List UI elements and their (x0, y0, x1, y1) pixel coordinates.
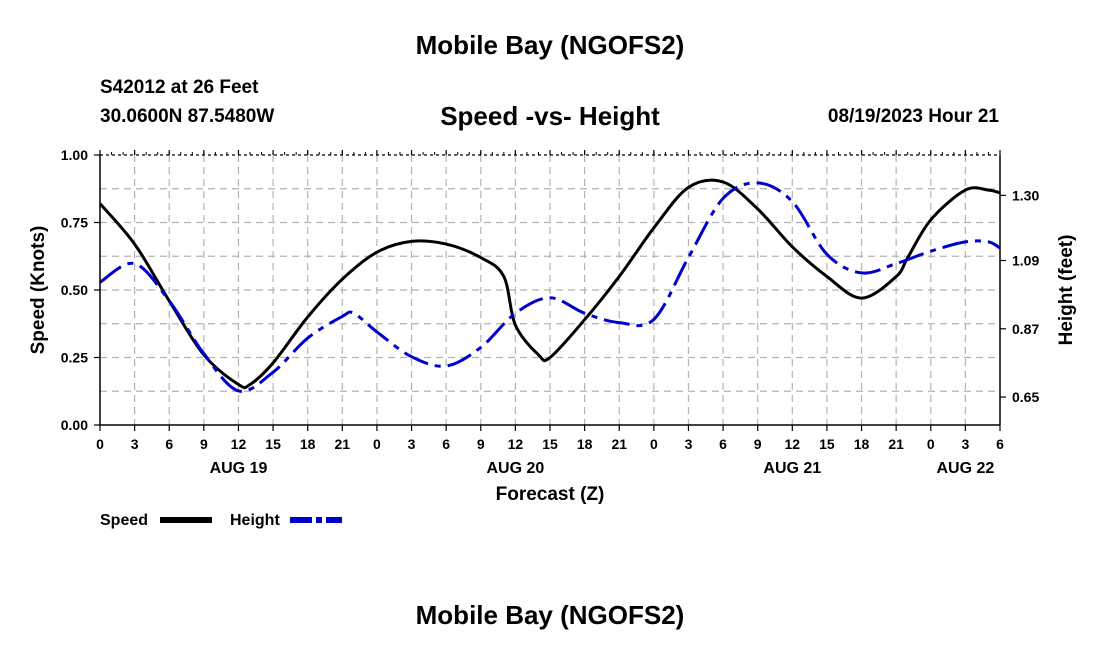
x-tick-label: 6 (996, 436, 1004, 452)
y-tick-label: 0.50 (61, 282, 88, 298)
x-tick-label: 6 (165, 436, 173, 452)
x-tick-label: 15 (819, 436, 835, 452)
chart-subtitle: Speed -vs- Height (440, 101, 660, 131)
x-tick-label: 6 (442, 436, 450, 452)
x-tick-label: 18 (854, 436, 870, 452)
x-tick-label: 18 (300, 436, 316, 452)
x-tick-label: 6 (719, 436, 727, 452)
date-label: AUG 19 (210, 460, 268, 477)
date-label: AUG 22 (936, 460, 994, 477)
forecast-datetime: 08/19/2023 Hour 21 (827, 106, 999, 127)
x-tick-label: 15 (265, 436, 281, 452)
date-label: AUG 20 (486, 460, 544, 477)
speed-series-line (98, 178, 1001, 390)
y2-axis-title: Height (feet) (1056, 235, 1077, 346)
y-tick-label: 0.00 (61, 417, 88, 433)
height-series-line (99, 181, 1001, 393)
x-tick-label: 9 (200, 436, 208, 452)
x-tick-label: 15 (542, 436, 558, 452)
x-tick-label: 18 (577, 436, 593, 452)
x-tick-label: 9 (477, 436, 485, 452)
x-tick-label: 0 (373, 436, 381, 452)
x-tick-label: 21 (888, 436, 904, 452)
x-tick-label: 12 (785, 436, 801, 452)
chart-title: Mobile Bay (NGOFS2) (415, 30, 685, 60)
x-tick-label: 0 (650, 436, 658, 452)
y-tick-label: 1.00 (61, 147, 88, 163)
x-tick-label: 3 (131, 436, 139, 452)
chart-grid (100, 155, 1000, 425)
x-tick-label: 9 (754, 436, 762, 452)
x-tick-label: 3 (408, 436, 416, 452)
x-tick-label: 21 (335, 436, 351, 452)
x-tick-label: 12 (231, 436, 247, 452)
x-tick-label: 0 (927, 436, 935, 452)
y2-tick-label: 1.30 (1012, 187, 1039, 203)
y2-tick-label: 0.65 (1012, 389, 1039, 405)
coordinates-label: 30.0600N 87.5480W (100, 106, 275, 127)
x-tick-label: 0 (96, 436, 104, 452)
station-label: S42012 at 26 Feet (100, 77, 259, 98)
x-tick-label: 3 (961, 436, 969, 452)
y2-tick-label: 1.09 (1012, 253, 1039, 269)
x-axis-title: Forecast (Z) (496, 484, 605, 505)
footer-title: Mobile Bay (NGOFS2) (415, 600, 685, 630)
axis-labels: 0 3 6 9 12 15 18 21 0 3 6 9 12 15 18 21 0 3 6 9 12 15 18 21 0 3 6 0… (28, 147, 1077, 505)
axis-ticks (94, 150, 1006, 431)
date-label: AUG 21 (763, 460, 821, 477)
y-tick-label: 0.25 (61, 350, 88, 366)
x-tick-label: 21 (611, 436, 627, 452)
y-axis-title: Speed (Knots) (28, 226, 49, 355)
legend-height-label: Height (230, 512, 280, 529)
x-tick-label: 3 (685, 436, 693, 452)
legend: Speed Height (100, 512, 342, 529)
series-layer (98, 178, 1001, 393)
y2-tick-label: 0.87 (1012, 321, 1039, 337)
legend-speed-label: Speed (100, 512, 148, 529)
y-tick-label: 0.75 (61, 215, 88, 231)
x-tick-label: 12 (508, 436, 524, 452)
